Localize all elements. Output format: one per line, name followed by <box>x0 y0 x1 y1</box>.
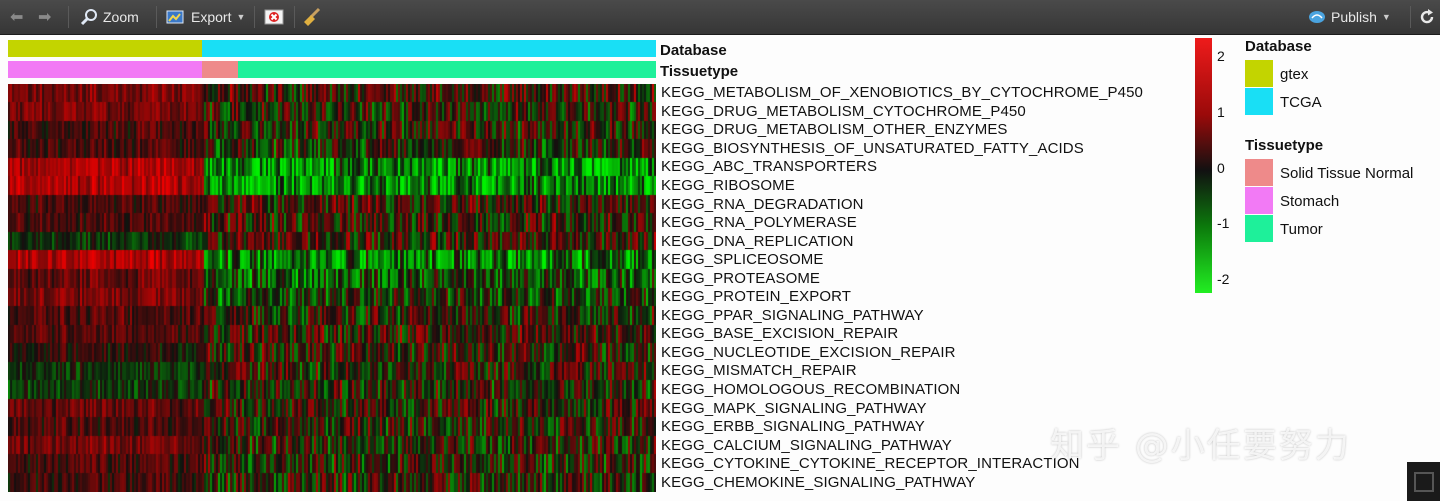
back-arrow-icon[interactable]: ⬅ <box>10 9 24 26</box>
legend-title-tissuetype: Tissuetype <box>1245 137 1324 154</box>
tissuetype-segment-tumor <box>238 61 656 78</box>
tissuetype-segment-stomach <box>8 61 202 78</box>
plot-viewer: Database Tissuetype KEGG_METABOLISM_OF_X… <box>0 35 1440 501</box>
toolbar-divider <box>254 6 255 28</box>
toolbar-divider <box>68 6 69 28</box>
heatmap-row-label: KEGG_PROTEIN_EXPORT <box>661 288 852 306</box>
heatmap-row-label: KEGG_SPLICEOSOME <box>661 251 824 269</box>
heatmap-row-label: KEGG_CALCIUM_SIGNALING_PATHWAY <box>661 436 952 454</box>
legend-label-tcga: TCGA <box>1280 94 1322 111</box>
export-button[interactable]: Export ▼ <box>166 7 245 27</box>
clear-icon <box>264 9 284 25</box>
publish-label: Publish <box>1331 9 1377 25</box>
publish-dropdown-icon: ▼ <box>1381 12 1391 22</box>
plot-toolbar: ⬅ ➡ Zoom Export ▼ <box>0 0 1440 35</box>
zoom-button[interactable]: Zoom <box>80 7 139 27</box>
toolbar-divider <box>1410 6 1411 28</box>
heatmap-row-label: KEGG_PPAR_SIGNALING_PATHWAY <box>661 306 924 324</box>
legend-label-tumor: Tumor <box>1280 221 1323 238</box>
heatmap-row-label: KEGG_RIBOSOME <box>661 177 795 194</box>
legend-label-gtex: gtex <box>1280 66 1309 83</box>
heatmap-row-label: KEGG_RNA_POLYMERASE <box>661 214 857 232</box>
colorbar-tick: -1 <box>1217 215 1230 231</box>
heatmap-matrix <box>8 84 656 492</box>
database-segment-gtex <box>8 40 202 57</box>
colorbar-tick: -2 <box>1217 271 1230 287</box>
heatmap-row-label: KEGG_MAPK_SIGNALING_PATHWAY <box>661 399 927 417</box>
heatmap-row-label: KEGG_CYTOKINE_CYTOKINE_RECEPTOR_INTERACT… <box>661 455 1080 473</box>
export-icon <box>166 10 184 24</box>
toolbar-divider <box>294 6 295 28</box>
refresh-icon <box>1420 9 1434 24</box>
zoom-icon <box>80 9 97 26</box>
legend-swatch-solid-tissue-normal <box>1245 159 1273 186</box>
legend-swatch-tcga <box>1245 88 1273 115</box>
zoom-label: Zoom <box>103 9 139 25</box>
watermark: 知乎 @小任要努力 <box>1050 426 1351 466</box>
heatmap-row-label: KEGG_NUCLEOTIDE_EXCISION_REPAIR <box>661 343 956 361</box>
heatmap-row-label: KEGG_ABC_TRANSPORTERS <box>661 158 878 176</box>
heatmap-row-label: KEGG_BIOSYNTHESIS_OF_UNSATURATED_FATTY_A… <box>661 139 1084 157</box>
tissuetype-segment-normal <box>202 61 238 78</box>
tissuetype-annotation-label: Tissuetype <box>660 63 739 80</box>
tissuetype-annotation-bar <box>8 61 656 78</box>
heatmap-row-label: KEGG_RNA_DEGRADATION <box>661 195 864 213</box>
broom-icon <box>304 7 321 26</box>
heatmap-row-label: KEGG_DNA_REPLICATION <box>661 232 854 250</box>
colorbar-tick: 1 <box>1217 104 1225 120</box>
publish-icon <box>1309 11 1325 23</box>
database-annotation-bar <box>8 40 656 57</box>
clear-plot-button[interactable] <box>264 7 284 27</box>
legend-title-database: Database <box>1245 38 1312 55</box>
export-dropdown-icon: ▼ <box>236 12 246 22</box>
heatmap-row-label: KEGG_MISMATCH_REPAIR <box>661 362 857 380</box>
heatmap-row-label: KEGG_DRUG_METABOLISM_CYTOCHROME_P450 <box>661 102 1026 120</box>
database-segment-tcga <box>202 40 656 57</box>
heatmap-row-label: KEGG_ERBB_SIGNALING_PATHWAY <box>661 418 925 436</box>
clear-all-button[interactable] <box>302 7 322 27</box>
legend-swatch-stomach <box>1245 187 1273 214</box>
corner-overlay <box>1407 462 1440 501</box>
legend-label-stomach: Stomach <box>1280 193 1340 210</box>
database-annotation-label: Database <box>660 42 727 59</box>
legend-swatch-gtex <box>1245 60 1273 87</box>
export-label: Export <box>191 9 232 25</box>
heatmap-row-label: KEGG_HOMOLOGOUS_RECOMBINATION <box>661 381 961 398</box>
refresh-button[interactable] <box>1419 7 1435 27</box>
heatmap-row-label: KEGG_METABOLISM_OF_XENOBIOTICS_BY_CYTOCH… <box>661 84 1143 102</box>
expand-icon[interactable] <box>1414 472 1434 492</box>
legend-swatch-tumor <box>1245 215 1273 242</box>
heatmap-row-label: KEGG_DRUG_METABOLISM_OTHER_ENZYMES <box>661 121 1008 139</box>
colorbar <box>1195 38 1212 293</box>
legend-label-solid-tissue-normal: Solid Tissue Normal <box>1280 165 1414 182</box>
heatmap-row-label: KEGG_PROTEASOME <box>661 269 821 287</box>
forward-arrow-icon[interactable]: ➡ <box>38 9 52 26</box>
heatmap-row-label: KEGG_CHEMOKINE_SIGNALING_PATHWAY <box>661 473 976 491</box>
heatmap-row-label: KEGG_BASE_EXCISION_REPAIR <box>661 325 899 343</box>
toolbar-divider <box>156 6 157 28</box>
colorbar-tick: 2 <box>1217 48 1225 64</box>
colorbar-tick: 0 <box>1217 160 1225 176</box>
publish-button[interactable]: Publish ▼ <box>1308 7 1391 27</box>
